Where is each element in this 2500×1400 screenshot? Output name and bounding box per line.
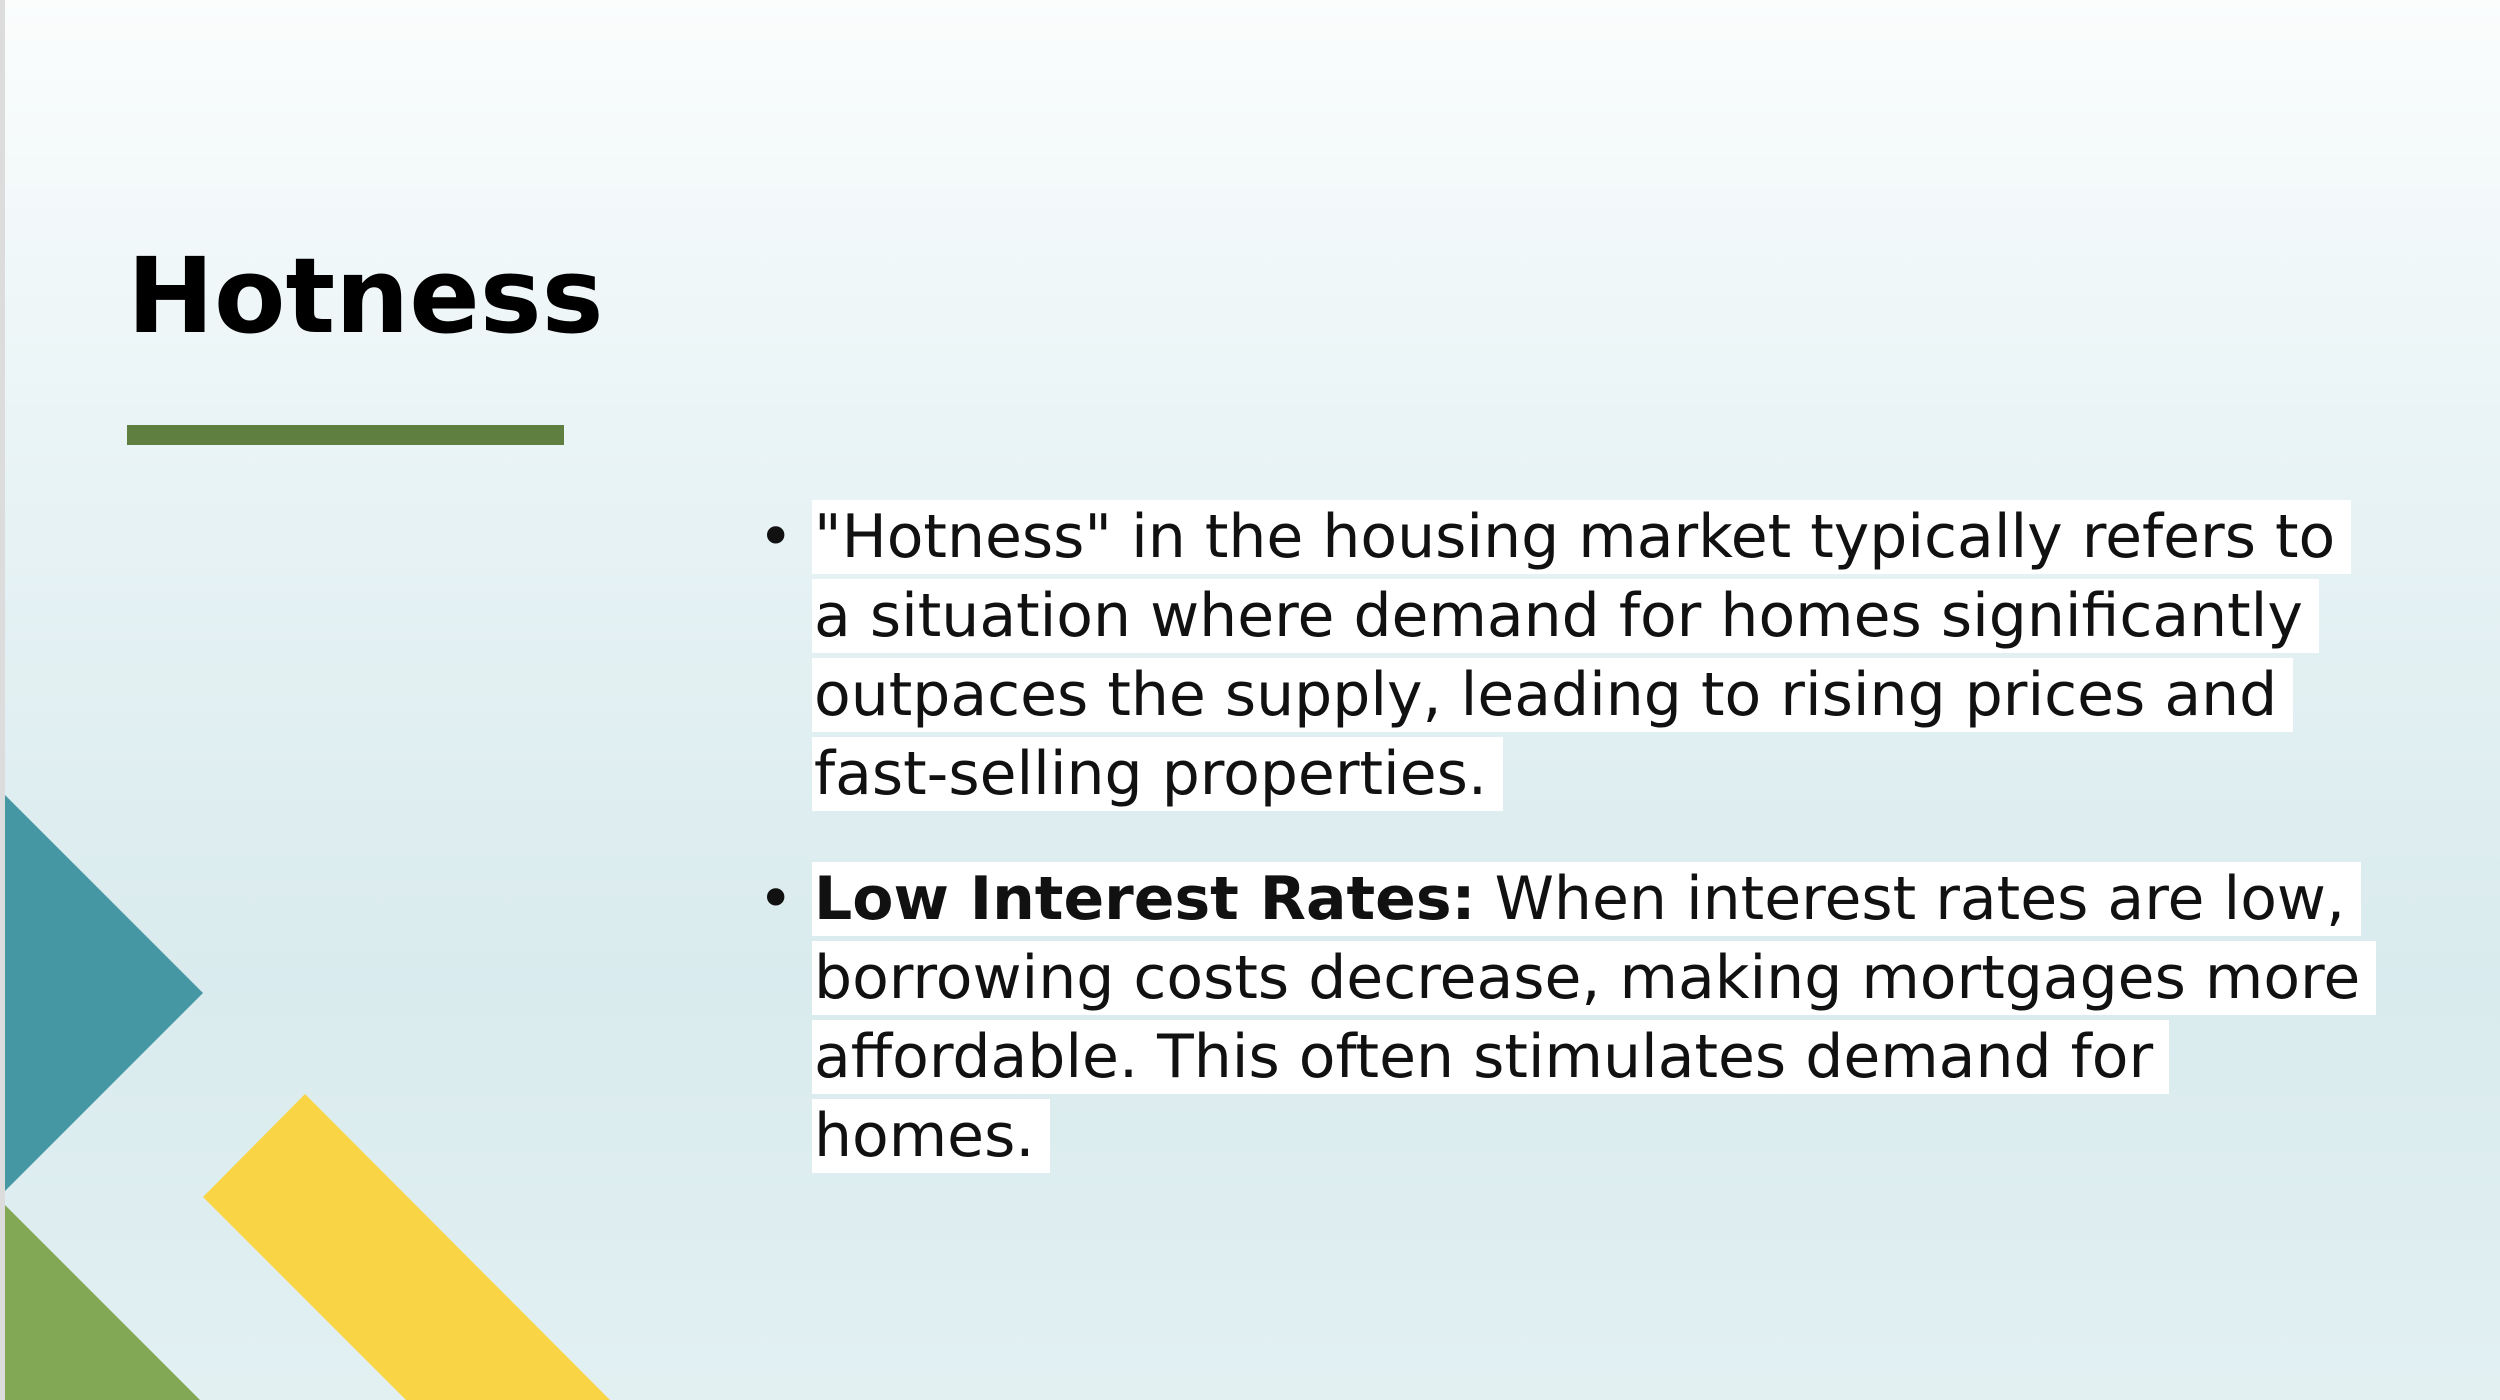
slide-left-border — [0, 0, 5, 1400]
title-underline — [127, 425, 564, 445]
bullet-item: • "Hotness" in the housing market typica… — [748, 498, 2368, 814]
bullet-text: Low Interest Rates: When interest rates … — [812, 862, 2377, 1173]
bullet-dot-icon: • — [758, 502, 794, 572]
yellow-band-shape — [203, 1094, 610, 1400]
teal-triangle-shape — [5, 795, 203, 1191]
bullet-bold-term: Low Interest Rates: — [814, 864, 1476, 934]
green-triangle-shape — [5, 1205, 200, 1400]
bullet-dot-icon: • — [758, 864, 794, 934]
bullet-text: "Hotness" in the housing market typicall… — [812, 500, 2352, 811]
bullet-text-body: "Hotness" in the housing market typicall… — [814, 502, 2336, 809]
bullet-list: • "Hotness" in the housing market typica… — [748, 498, 2377, 1222]
bullet-text-body: When interest rates are low, borrowing c… — [814, 864, 2361, 1171]
slide-title: Hotness — [127, 235, 604, 357]
bullet-item: • Low Interest Rates: When interest rate… — [748, 860, 2377, 1176]
